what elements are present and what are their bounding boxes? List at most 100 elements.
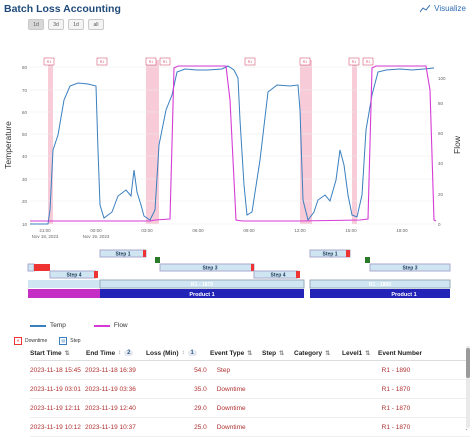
cell-loss: 54.0 [194,366,207,374]
step-icon: ▤ [59,337,68,345]
legend-label: Flow [113,322,128,329]
batch-bar[interactable] [99,279,305,289]
table-row[interactable]: 2023-11-19 03:01 2023-11-19 03:36 35.0 D… [30,380,470,399]
table-row[interactable]: 2023-11-19 12:11 2023-11-19 12:40 29.0 D… [30,399,470,418]
line-chart-icon [420,4,431,12]
column-loss[interactable]: Loss (Min) ↕ 1 [146,350,210,357]
column-step[interactable]: Step ⇅ [262,350,294,357]
marker-flag[interactable] [145,57,157,66]
cell-event-number: R1 - 1870 [381,385,411,393]
range-button-3d[interactable]: 3d [48,19,64,30]
x-tick-date: Nov 18, 2023 [32,234,59,239]
downtime-band[interactable] [300,60,312,224]
flow-series-line[interactable] [30,65,437,222]
marker-flag[interactable] [362,57,374,66]
sort-icon: ⇅ [247,350,253,357]
marker-label: R1 [47,60,52,64]
legend-item-flow[interactable]: Flow [93,322,128,329]
column-label: End Time [86,349,116,357]
batch-bar[interactable] [309,279,451,289]
sort-icon: ↕ [181,350,185,356]
step-bar[interactable] [369,263,451,272]
product-bar[interactable] [310,289,450,298]
marker-flag[interactable] [299,57,311,66]
toggle-label: Downtime [25,338,48,344]
x-tick: 09:00 [243,228,255,233]
downtime-marker[interactable] [94,271,98,278]
marker-flag[interactable] [348,57,360,66]
cell-event-number: R1 - 1890 [381,366,411,374]
left-tick: 10 [22,222,28,227]
step-marker[interactable] [365,257,370,263]
column-event-number[interactable]: Event Number [378,350,448,357]
temperature-flow-chart[interactable]: R1 R1 R1 R1 R1 R1 R1 R1 10 20 30 40 50 6… [0,30,474,250]
toggle-step[interactable]: ▤ Step [59,337,81,345]
downtime-marker[interactable] [251,264,254,271]
downtime-marker[interactable] [34,264,50,271]
downtime-band[interactable] [48,60,53,224]
column-label: Event Number [378,349,423,357]
table-scrollbar[interactable] [466,346,470,428]
left-tick: 60 [22,110,28,115]
cell-start-time: 2023-11-19 10:12 [30,423,81,431]
range-button-all[interactable]: all [88,19,104,30]
cell-event-type: Downtime [216,404,246,412]
visualize-button[interactable]: Visualize [420,4,466,13]
legend-item-temp[interactable]: Temp [30,322,66,329]
marker-flag[interactable] [244,57,256,66]
cell-end-time: 2023-11-19 03:36 [84,385,136,393]
marker-label: R1 [352,60,357,64]
left-tick: 50 [22,132,28,137]
sort-order-badge: 1 [187,350,197,356]
downtime-icon: ✕ [14,337,22,345]
events-table: Start Time ⇅ End Time ↕ 2 Loss (Min) ↕ 1 Even… [30,346,470,437]
downtime-band[interactable] [352,60,357,224]
sort-order-badge: 2 [124,350,134,356]
x-tick: 12:00 [294,228,306,233]
sort-icon: ⇅ [64,350,70,357]
range-button-1d[interactable]: 1d [28,19,44,30]
step-bar-label: Step 3 [202,266,217,272]
range-button-1d-alt[interactable]: 1d [68,19,84,30]
temp-series-line[interactable] [30,65,435,225]
product-bar[interactable] [100,289,304,298]
column-label: Start Time [30,349,62,357]
column-label: Loss (Min) [146,349,179,357]
cell-event-type: Downtime [216,385,246,393]
table-row[interactable]: 2023-11-18 15:45 2023-11-18 16:39 54.0 S… [30,361,470,380]
table-row[interactable]: 2023-11-19 10:12 2023-11-19 10:37 25.0 D… [30,418,470,437]
table-header: Start Time ⇅ End Time ↕ 2 Loss (Min) ↕ 1 Even… [30,346,470,361]
left-axis-ticks: 10 20 30 40 50 60 70 80 [22,65,28,227]
step-marker[interactable] [155,257,160,263]
x-tick: 00:00 [90,228,102,233]
batch-bar[interactable] [28,280,100,288]
marker-flag[interactable] [96,57,108,66]
event-type-toggles: ✕ Downtime ▤ Step [14,337,81,345]
left-tick: 30 [22,177,28,182]
left-tick: 80 [22,65,28,70]
product-bar[interactable] [28,289,100,298]
column-start-time[interactable]: Start Time ⇅ [30,350,86,357]
x-tick: 06:00 [192,228,204,233]
column-event-type[interactable]: Event Type ⇅ [210,350,262,357]
downtime-marker[interactable] [296,271,300,278]
column-category[interactable]: Category ⇅ [294,350,342,357]
column-label: Event Type [210,349,245,357]
table-scrollbar-thumb[interactable] [466,348,470,378]
cell-end-time: 2023-11-19 12:40 [84,404,136,412]
x-axis-ticks: 21:00 Nov 18, 2023 00:00 Nov 19, 2023 03… [32,228,409,239]
marker-flag[interactable] [159,57,171,66]
column-end-time[interactable]: End Time ↕ 2 [86,350,146,357]
downtime-marker[interactable] [143,250,146,257]
marker-flag[interactable] [43,57,55,66]
x-tick-date: Nov 19, 2023 [83,234,110,239]
toggle-downtime[interactable]: ✕ Downtime [14,337,47,345]
legend-swatch [93,324,110,327]
downtime-marker[interactable] [346,250,350,257]
downtime-band[interactable] [146,60,159,224]
step-bar[interactable] [27,263,35,272]
cell-start-time: 2023-11-18 15:45 [30,366,81,374]
cell-event-number: R1 - 1870 [381,404,411,412]
column-level1[interactable]: Level1 ⇅ [342,350,378,357]
sort-icon: ⇅ [365,350,371,357]
